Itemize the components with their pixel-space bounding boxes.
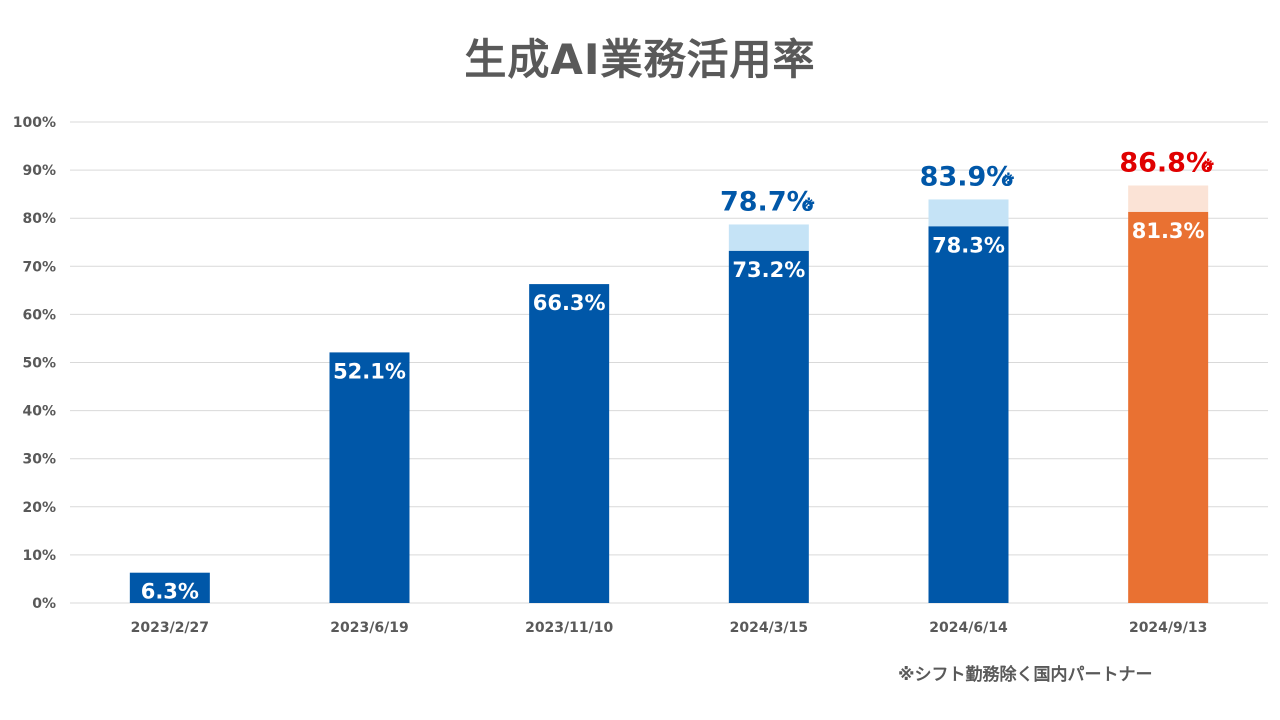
- x-tick-label: 2024/6/14: [929, 620, 1008, 636]
- y-tick-label: 60%: [22, 307, 56, 323]
- bar: [329, 352, 410, 603]
- y-tick-label: 0%: [32, 596, 56, 612]
- bar-extra-segment: [728, 224, 809, 251]
- footnote: ※シフト勤務除く国内パートナー: [898, 665, 1153, 685]
- bar-value-label: 81.3%: [1132, 219, 1205, 243]
- bar: [1128, 211, 1209, 603]
- note-mark: ※: [803, 197, 816, 212]
- note-mark: ※: [1202, 158, 1215, 173]
- y-tick-label: 80%: [22, 211, 56, 227]
- bar-value-label: 66.3%: [533, 291, 606, 315]
- bar-value-label: 78.3%: [932, 233, 1005, 257]
- bar-value-label: 52.1%: [333, 359, 406, 383]
- bar: [529, 284, 610, 603]
- y-tick-label: 50%: [22, 356, 56, 372]
- bar-extra-segment: [928, 199, 1009, 227]
- bar-total-label: 83.9%: [920, 161, 1014, 192]
- bar-value-label: 73.2%: [732, 258, 805, 282]
- y-tick-label: 70%: [22, 259, 56, 275]
- y-tick-label: 90%: [22, 163, 56, 179]
- bar-extra-segment: [1128, 185, 1209, 212]
- y-tick-label: 100%: [13, 115, 56, 131]
- note-mark: ※: [1002, 172, 1015, 187]
- bar-total-label: 78.7%: [720, 186, 814, 217]
- x-tick-label: 2023/2/27: [131, 620, 209, 636]
- y-tick-label: 20%: [22, 500, 56, 516]
- y-tick-label: 30%: [22, 452, 56, 468]
- y-tick-label: 40%: [22, 404, 56, 420]
- x-tick-label: 2023/11/10: [525, 620, 613, 636]
- x-tick-label: 2024/3/15: [730, 620, 808, 636]
- bar: [928, 226, 1009, 603]
- y-tick-label: 10%: [22, 548, 56, 564]
- bar-value-label: 6.3%: [141, 580, 199, 604]
- bar: [728, 250, 809, 603]
- bar: [129, 572, 210, 603]
- x-tick-label: 2023/6/19: [330, 620, 408, 636]
- bar-total-label: 86.8%: [1119, 147, 1213, 178]
- chart-title: 生成AI業務活用率: [464, 35, 816, 84]
- x-tick-label: 2024/9/13: [1129, 620, 1207, 636]
